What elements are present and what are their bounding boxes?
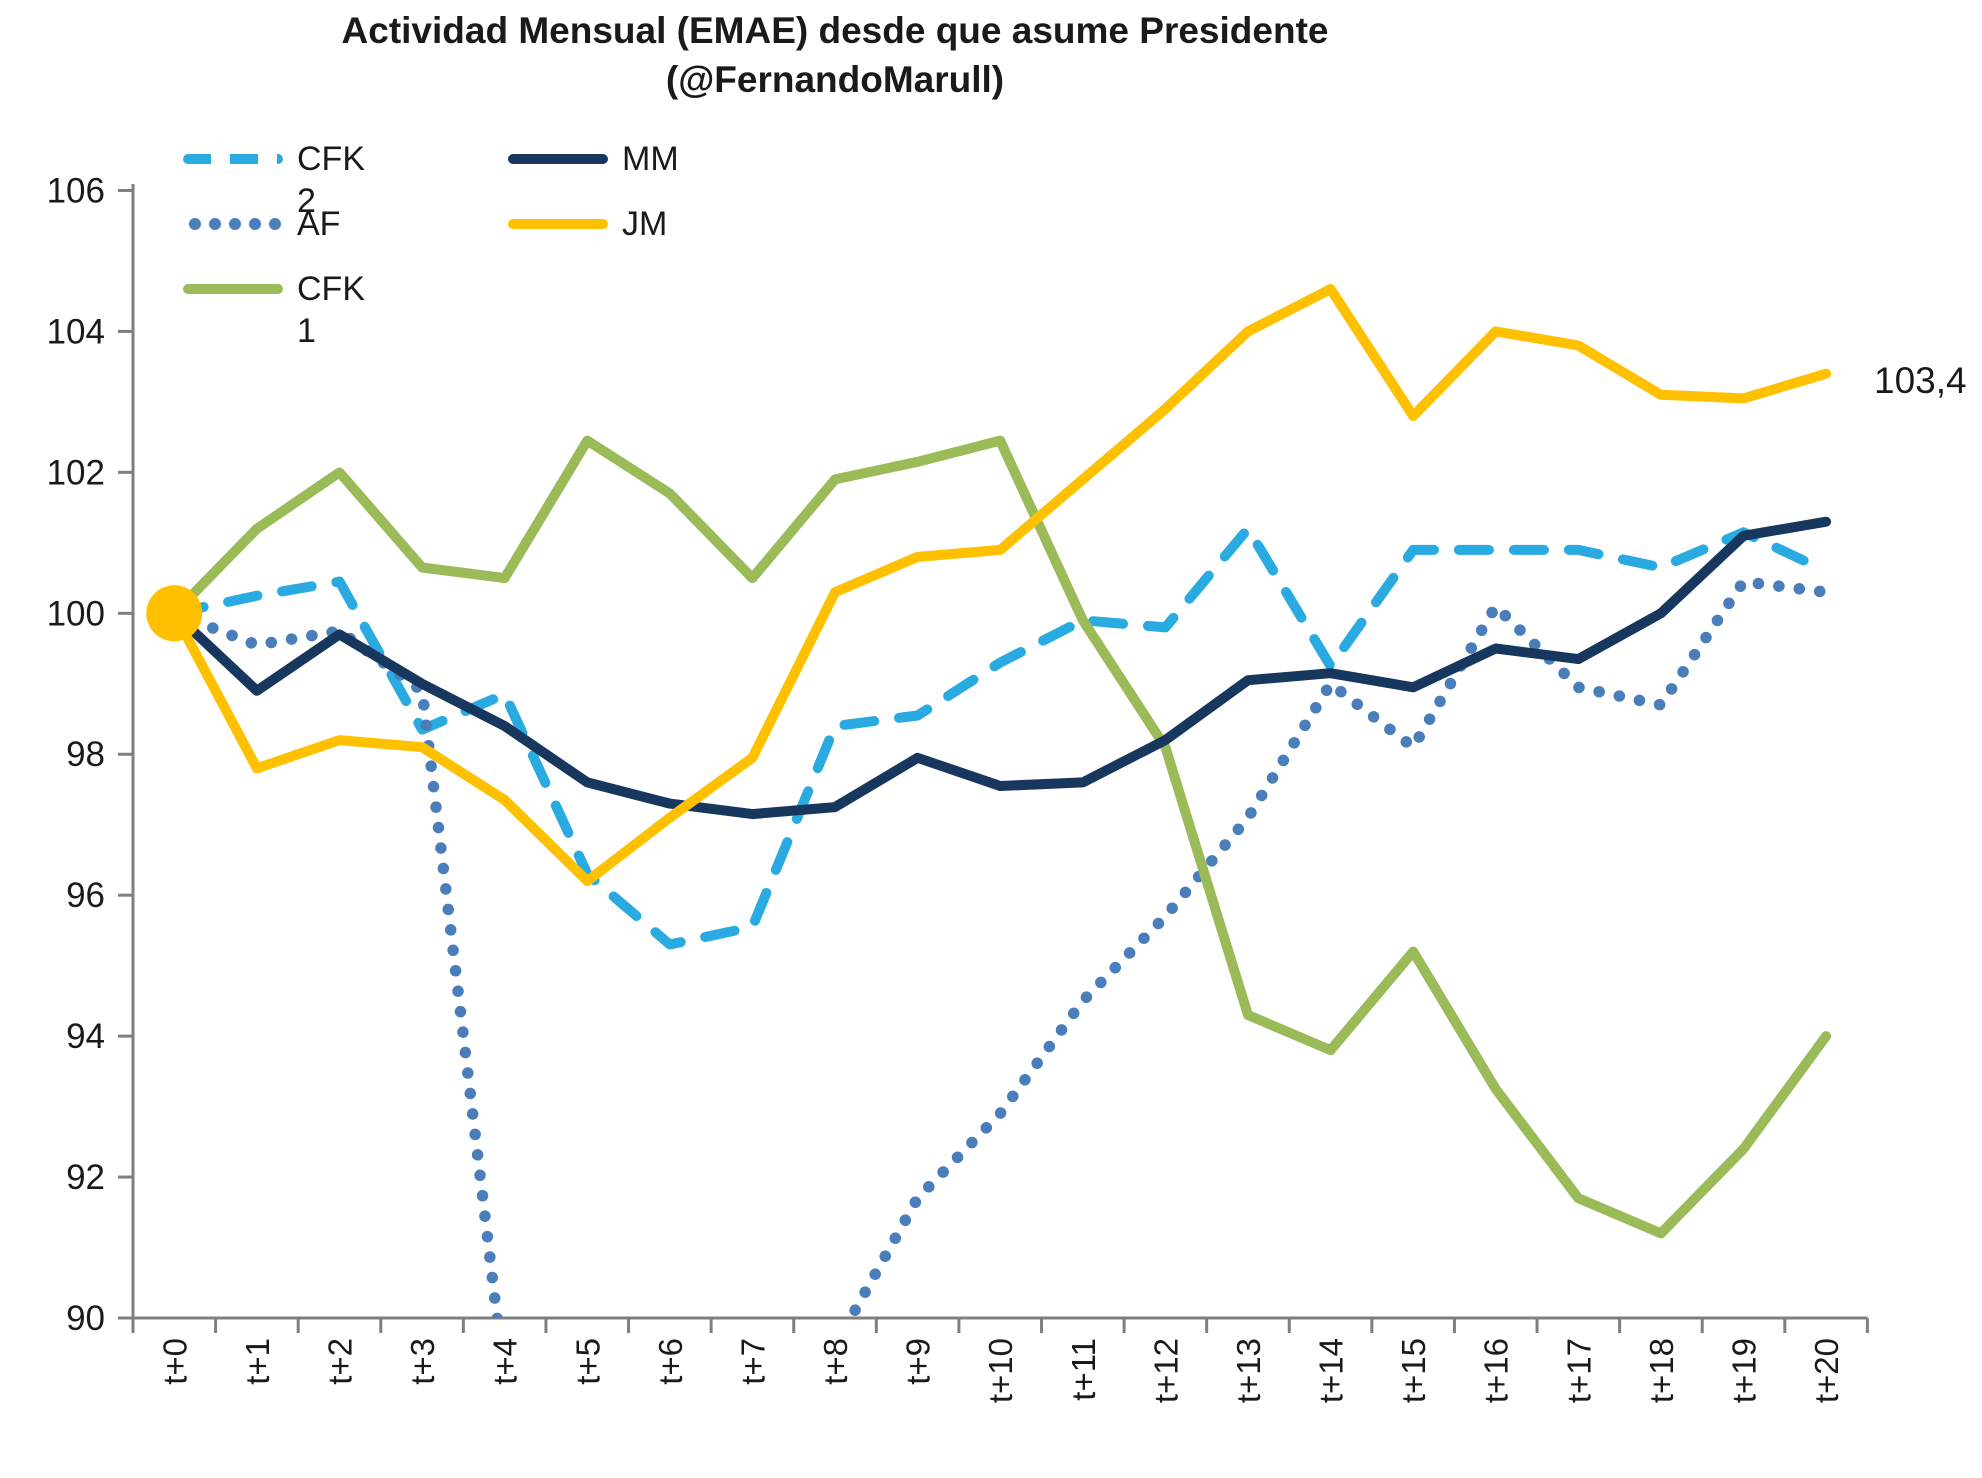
series-cfk-1-line bbox=[169, 435, 1832, 1239]
x-axis-tick-label: t+18 bbox=[1643, 1338, 1680, 1403]
legend-swatch-dashed-cfk2 bbox=[183, 154, 283, 164]
y-axis-tick-label: 106 bbox=[47, 171, 105, 210]
start-marker-dot bbox=[146, 585, 203, 642]
series-group bbox=[146, 284, 1832, 1318]
x-axis-tick-label: t+15 bbox=[1395, 1338, 1432, 1403]
x-axis-tick-label: t+16 bbox=[1478, 1338, 1515, 1403]
x-axis-tick-label: t+1 bbox=[239, 1338, 276, 1385]
chart-title-line2: (@FernandoMarull) bbox=[665, 59, 1005, 100]
x-axis-tick-label: t+5 bbox=[569, 1338, 606, 1385]
x-axis-tick-label: t+6 bbox=[652, 1338, 689, 1385]
y-axis-tick-label: 104 bbox=[47, 312, 105, 351]
y-axis-tick-label: 102 bbox=[47, 453, 105, 492]
legend-label: MM bbox=[622, 140, 679, 178]
legend-label: AF bbox=[297, 205, 341, 243]
x-axis-tick-label: t+4 bbox=[487, 1338, 524, 1385]
y-axis-tick-label: 90 bbox=[66, 1299, 105, 1338]
jm-end-value-label: 103,4 bbox=[1874, 360, 1967, 401]
x-axis-tick-label: t+9 bbox=[900, 1338, 937, 1385]
series-jm-line bbox=[169, 284, 1832, 887]
y-axis-tick-label: 94 bbox=[66, 1017, 105, 1056]
series-cfk-2-line bbox=[169, 523, 1832, 950]
x-axis-tick-label: t+10 bbox=[982, 1338, 1019, 1403]
x-axis-tick-label: t+11 bbox=[1065, 1338, 1102, 1401]
legend-label: CFK 1 bbox=[297, 270, 365, 350]
y-axis-tick-label: 96 bbox=[66, 876, 105, 915]
x-axis-tick-label: t+3 bbox=[404, 1338, 441, 1385]
legend-swatch-solid-mm bbox=[508, 154, 608, 164]
x-axis-tick-label: t+13 bbox=[1230, 1338, 1267, 1403]
x-axis-tick-label: t+20 bbox=[1808, 1338, 1845, 1403]
legend-swatch-solid-cfk1 bbox=[183, 284, 283, 294]
x-axis-tick-label: t+17 bbox=[1560, 1338, 1597, 1403]
x-axis-tick-label: t+0 bbox=[156, 1338, 193, 1385]
series-mm-line bbox=[169, 516, 1832, 820]
x-axis-tick-label: t+12 bbox=[1147, 1338, 1184, 1403]
y-axis-tick-label: 100 bbox=[47, 594, 105, 633]
series-af-line bbox=[168, 575, 1832, 1318]
y-axis-tick-label: 92 bbox=[66, 1158, 105, 1197]
x-axis-tick-label: t+8 bbox=[817, 1338, 854, 1385]
x-axis-tick-label: t+2 bbox=[321, 1338, 358, 1385]
legend-label: JM bbox=[622, 205, 668, 243]
chart-title: Actividad Mensual (EMAE) desde que asume… bbox=[0, 6, 1670, 104]
x-axis-tick-label: t+7 bbox=[734, 1338, 771, 1385]
legend-swatch-solid-jm bbox=[508, 219, 608, 229]
chart-title-line1: Actividad Mensual (EMAE) desde que asume… bbox=[341, 10, 1329, 51]
legend-swatch-dotted-af bbox=[183, 218, 283, 230]
legend-label: CFK 2 bbox=[297, 140, 365, 220]
x-axis-tick-label: t+19 bbox=[1726, 1338, 1763, 1403]
y-axis-tick-label: 98 bbox=[66, 735, 105, 774]
x-axis-tick-label: t+14 bbox=[1313, 1338, 1350, 1403]
